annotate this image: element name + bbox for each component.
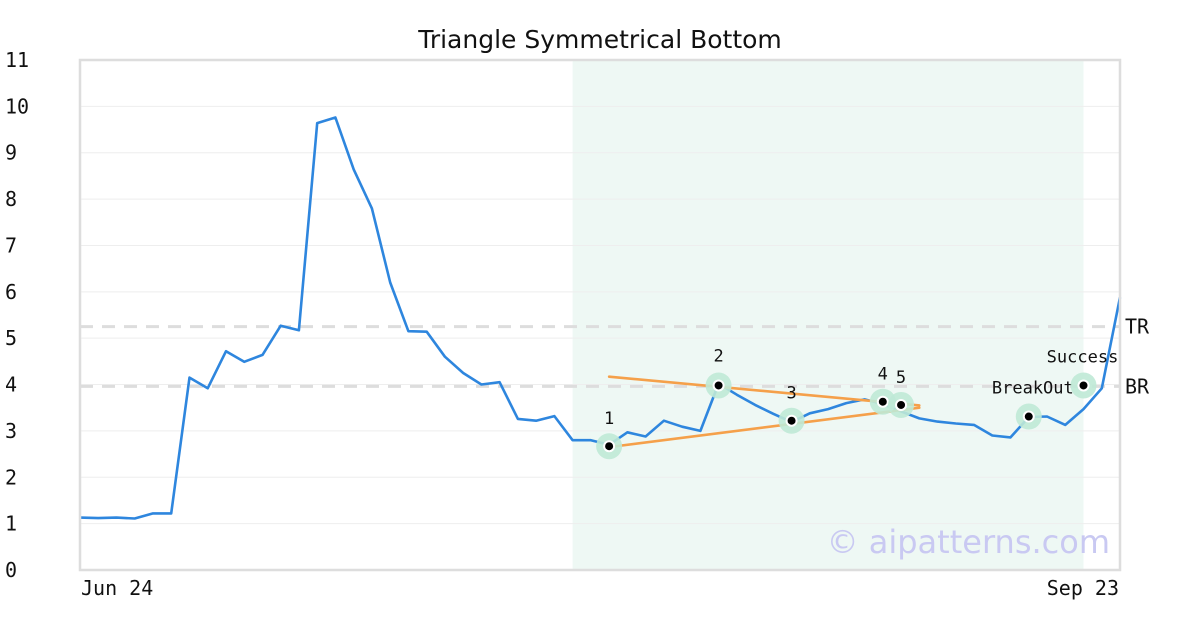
pattern-point-marker (1077, 379, 1090, 392)
watermark: © aipatterns.com (827, 523, 1110, 561)
chart-title: Triangle Symmetrical Bottom (417, 25, 782, 54)
x-tick-label: Sep 23 (1047, 576, 1119, 600)
grid-lines (80, 105, 1120, 525)
y-tick-label: 3 (5, 419, 17, 443)
y-tick-label: 10 (5, 94, 29, 118)
pattern-highlight-region (572, 60, 1084, 570)
y-tick-label: 0 (5, 558, 17, 582)
y-tick-label: 9 (5, 141, 17, 165)
pattern-point-marker (785, 414, 798, 427)
trend-line (607, 375, 921, 407)
pattern-point-label: Success (1047, 347, 1119, 367)
y-tick-label: 7 (5, 233, 17, 257)
pattern-point-marker (876, 395, 889, 408)
pattern-point-label: 2 (713, 346, 723, 366)
pattern-points: 1 2 3 4 5 BreakOut Success (596, 346, 1119, 460)
x-axis-ticks: Jun 24 Sep 23 (81, 576, 1119, 600)
plot-frame (78, 58, 1122, 572)
y-tick-label: 5 (5, 326, 17, 350)
y-tick-label: 6 (5, 280, 17, 304)
pattern-point-label: 1 (604, 409, 614, 429)
pattern-point-label: 3 (786, 384, 796, 404)
y-tick-label: 4 (5, 373, 17, 397)
reference-lines: TR BR (80, 315, 1150, 398)
trend-line (607, 406, 921, 449)
y-tick-label: 1 (5, 512, 17, 536)
trend-lines (607, 375, 921, 449)
pattern-point-marker (1022, 410, 1035, 423)
pattern-point-label: 5 (896, 368, 906, 388)
x-tick-label: Jun 24 (81, 576, 153, 600)
y-tick-label: 8 (5, 187, 17, 211)
y-tick-label: 11 (5, 48, 29, 72)
pattern-point-marker (895, 398, 908, 411)
reference-line-label: TR (1125, 315, 1150, 339)
pattern-point-marker (712, 379, 725, 392)
reference-line-label: BR (1125, 374, 1150, 398)
pattern-point-marker (603, 440, 616, 453)
pattern-point-label: BreakOut (992, 379, 1074, 399)
y-tick-label: 2 (5, 465, 17, 489)
y-axis-ticks: 0 1 2 3 4 5 6 7 8 9 10 11 (5, 48, 29, 582)
pattern-point-label: 4 (878, 365, 888, 385)
